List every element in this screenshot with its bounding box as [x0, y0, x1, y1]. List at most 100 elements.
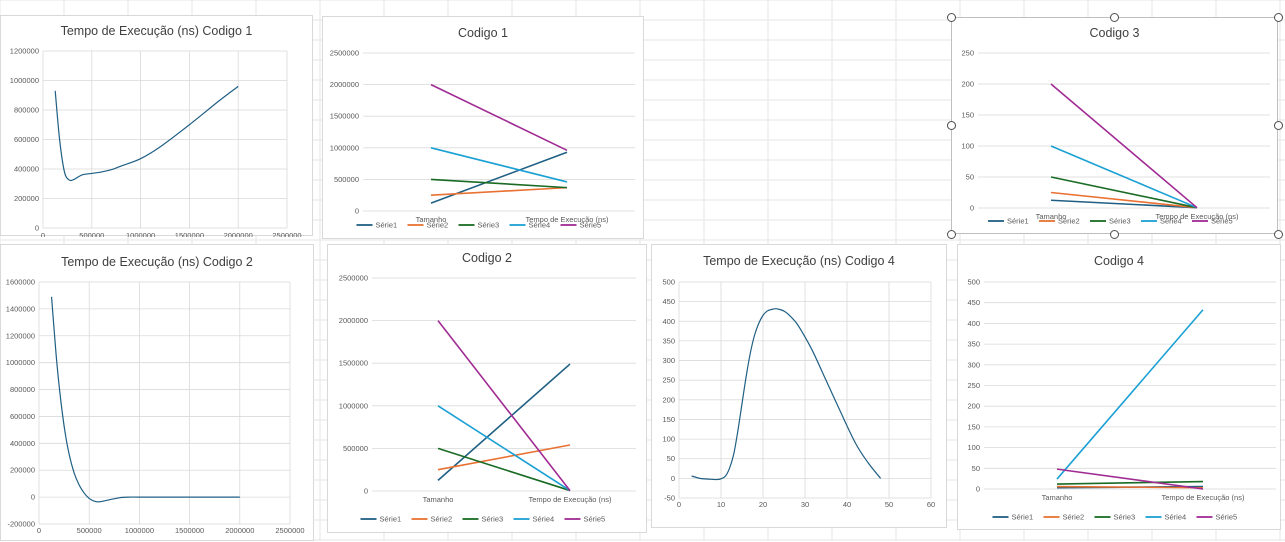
resize-handle-top-left[interactable]	[947, 13, 956, 22]
chart-plot: -200000020000040000060000080000010000001…	[6, 278, 305, 536]
chart-codigo-2-execution-time[interactable]: Tempo de Execução (ns) Codigo 2 -200000 0…	[0, 244, 314, 541]
resize-handle-top-right[interactable]	[1274, 13, 1283, 22]
x-tick-label: 1500000	[175, 231, 204, 237]
y-tick-label: 150	[967, 422, 980, 431]
series-line-3	[1050, 176, 1198, 209]
series-line-5	[1050, 83, 1198, 209]
series-line-3	[1056, 480, 1204, 485]
chart-title: Tempo de Execução (ns) Codigo 4	[703, 254, 895, 268]
series-line-2	[430, 186, 568, 196]
y-tick-label: 2000000	[339, 316, 368, 325]
y-tick-label: 1400000	[6, 304, 35, 313]
y-tick-label: 1200000	[6, 331, 35, 340]
y-tick-label: 500000	[343, 444, 368, 453]
chart-title: Codigo 3	[1089, 26, 1140, 40]
x-tick-label: 2000000	[224, 231, 253, 237]
y-tick-label: 0	[35, 224, 39, 233]
y-tick-label: 0	[31, 493, 35, 502]
resize-handle-bottom-middle[interactable]	[1110, 230, 1119, 239]
x-tick-label: 0	[677, 500, 681, 509]
legend-label: Série5	[584, 515, 606, 524]
resize-handle-bottom-right[interactable]	[1274, 230, 1283, 239]
series-curve	[691, 308, 882, 481]
resize-handle-middle-right[interactable]	[1274, 121, 1283, 130]
chart-plot: 0 50 100 150 200 250 Tamanho Tempo de Execução …	[961, 49, 1270, 226]
y-tick-label: 50	[972, 464, 980, 473]
chart-title: Tempo de Execução (ns) Codigo 1	[60, 24, 253, 38]
y-tick-label: 0	[355, 207, 359, 216]
chart-codigo-3-series[interactable]: Codigo 3 0 50 100 150 200 250 Tamanho Tempo de …	[951, 17, 1278, 234]
y-tick-label: 350	[662, 336, 675, 345]
x-tick-label: 0	[41, 231, 45, 237]
y-tick-label: 400000	[10, 439, 35, 448]
chart-plot: 0 200000 400000 600000 800000 1000000 1200000 0…	[10, 47, 302, 238]
chart-codigo-1-execution-time[interactable]: Tempo de Execução (ns) Codigo 1 0 200000 4…	[0, 15, 313, 238]
series-line-2	[437, 444, 571, 471]
resize-handle-middle-left[interactable]	[947, 121, 956, 130]
y-tick-label: 200	[662, 395, 675, 404]
chart-codigo-2-series[interactable]: Codigo 2 0 500000 1000000 1500000 2000000 250…	[327, 244, 647, 533]
series-line-5	[430, 83, 568, 152]
y-tick-label: 450	[967, 298, 980, 307]
category-label: Tamanho	[1042, 493, 1073, 502]
y-tick-label: 1500000	[330, 112, 359, 121]
y-tick-label: 1000000	[6, 358, 35, 367]
y-tick-label: 2500000	[339, 274, 368, 283]
legend-label: Série3	[1109, 217, 1131, 226]
chart-codigo-4-execution-time[interactable]: Tempo de Execução (ns) Codigo 4 -50 0 50 10…	[651, 244, 947, 528]
chart-title: Codigo 4	[1093, 254, 1145, 268]
category-label: Tamanho	[1036, 212, 1067, 221]
series-line-3	[437, 447, 571, 492]
x-tick-label: 60	[927, 500, 935, 509]
legend-label: Série4	[529, 221, 551, 230]
series-line-1	[430, 151, 568, 204]
x-tick-label: 500000	[77, 526, 102, 535]
y-tick-label: 250	[967, 381, 980, 390]
y-tick-label: 400000	[14, 165, 39, 174]
category-label: Tamanho	[423, 495, 454, 504]
y-tick-label: 100	[662, 435, 675, 444]
series-line-2	[1056, 485, 1204, 489]
x-tick-label: 10	[717, 500, 725, 509]
series-line-4	[430, 147, 568, 183]
legend-label: Série3	[478, 221, 500, 230]
y-tick-label: 500	[662, 278, 675, 287]
chart-plot: 0 500000 1000000 1500000 2000000 2500000 Taman…	[330, 49, 635, 230]
series-line-4	[1050, 145, 1198, 209]
y-tick-label: 0	[976, 485, 980, 494]
y-tick-label: 200000	[10, 466, 35, 475]
category-label: Tamanho	[416, 215, 447, 224]
x-tick-label: 1000000	[125, 526, 154, 535]
y-tick-label: 2000000	[330, 80, 359, 89]
y-tick-label: 250	[961, 49, 974, 58]
y-tick-label: 1500000	[339, 359, 368, 368]
legend-label: Série5	[1211, 217, 1233, 226]
series-curve	[54, 85, 239, 182]
resize-handle-bottom-left[interactable]	[947, 230, 956, 239]
series-line-4	[1056, 309, 1204, 480]
y-tick-label: 800000	[10, 385, 35, 394]
y-tick-label: 300	[967, 360, 980, 369]
legend-label: Série1	[380, 515, 402, 524]
y-tick-label: 600000	[10, 412, 35, 421]
legend-label: Série1	[1007, 217, 1029, 226]
y-tick-label: 1600000	[6, 278, 35, 287]
y-tick-label: 50	[667, 454, 675, 463]
x-tick-label: 2500000	[272, 231, 301, 237]
series-line-5	[1056, 468, 1204, 490]
y-tick-label: 300	[662, 356, 675, 365]
legend-label: Série2	[1058, 217, 1080, 226]
y-tick-label: 400	[662, 317, 675, 326]
x-tick-label: 2000000	[225, 526, 254, 535]
legend-label: Série4	[1160, 217, 1182, 226]
chart-codigo-1-series[interactable]: Codigo 1 0 500000 1000000 1500000 2000000 250…	[322, 16, 644, 239]
series-line-5	[437, 320, 571, 492]
resize-handle-top-middle[interactable]	[1110, 13, 1119, 22]
y-tick-label: 0	[364, 487, 368, 496]
chart-codigo-4-series[interactable]: Codigo 4 0 50 100 150 200 250 300 350 400 450 500 T…	[957, 244, 1281, 530]
y-tick-label: -50	[664, 494, 675, 503]
x-tick-label: 20	[759, 500, 767, 509]
y-tick-label: 100	[961, 142, 974, 151]
y-tick-label: 150	[961, 111, 974, 120]
series-line-4	[437, 405, 571, 492]
